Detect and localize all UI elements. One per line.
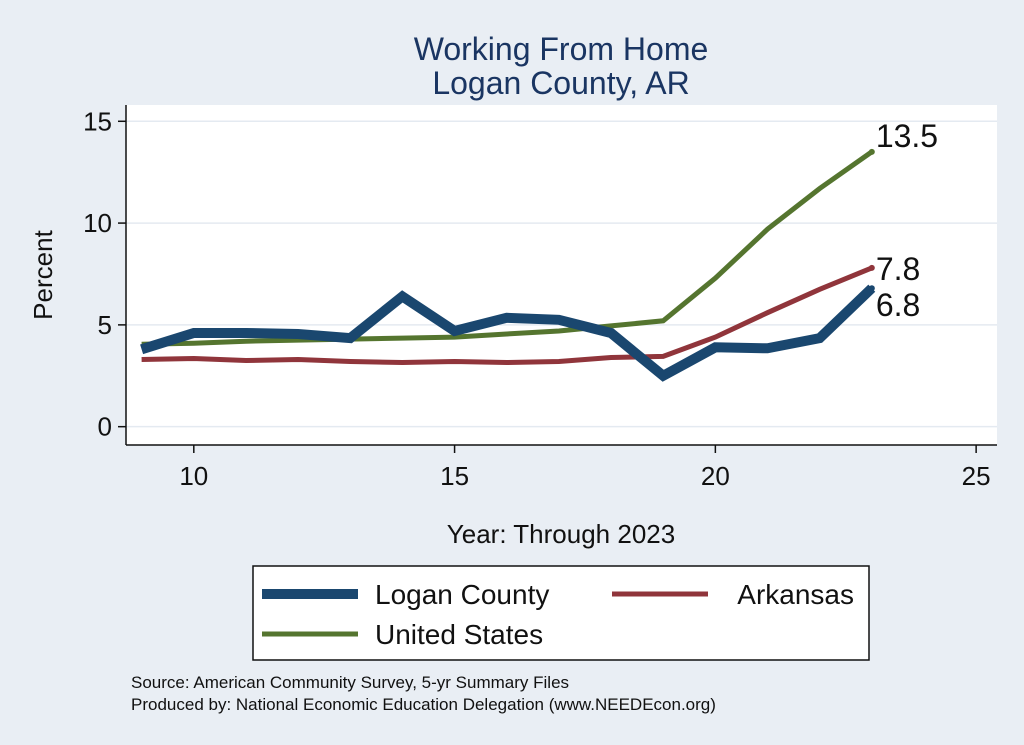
- x-axis-label: Year: Through 2023: [447, 519, 675, 549]
- legend-items: Logan County Arkansas United States: [262, 579, 854, 650]
- end-label-united-states: 13.5: [876, 118, 938, 154]
- source-line-2: Produced by: National Economic Education…: [131, 695, 716, 714]
- series-end-point: [868, 148, 875, 155]
- x-tick-label: 25: [962, 461, 991, 491]
- series-line-united-states: [141, 149, 874, 347]
- series-end-point: [868, 285, 875, 292]
- end-labels: 6.87.8 13.5: [876, 118, 938, 323]
- end-label-logan-county: 6.8: [876, 287, 920, 323]
- axes: [125, 105, 997, 446]
- y-axis-label: Percent: [28, 229, 58, 319]
- x-tick-label: 10: [179, 461, 208, 491]
- legend-box: [252, 565, 870, 661]
- chart-subtitle: Logan County, AR: [432, 65, 689, 101]
- gridlines: [126, 120, 997, 428]
- y-tick-label: 15: [83, 106, 112, 136]
- source-line-1: Source: American Community Survey, 5-yr …: [131, 673, 569, 692]
- legend-label: Arkansas: [737, 579, 854, 610]
- series-end-point: [868, 264, 875, 271]
- y-tick-label: 5: [98, 310, 112, 340]
- y-tick-label: 0: [98, 412, 112, 442]
- legend-label: Logan County: [375, 579, 549, 610]
- series-lines: [140, 148, 876, 382]
- x-tick-label: 15: [440, 461, 469, 491]
- series-line-logan-county: [140, 284, 876, 382]
- x-axis-ticks: 10 15 20 25: [179, 445, 991, 491]
- legend-label: United States: [375, 619, 543, 650]
- x-tick-label: 20: [701, 461, 730, 491]
- legend: Logan County Arkansas United States: [252, 565, 870, 661]
- series-line-arkansas: [141, 265, 873, 366]
- end-label-arkansas: 7.8: [876, 251, 920, 287]
- y-tick-label: 10: [83, 208, 112, 238]
- chart-title: Working From Home: [414, 31, 709, 67]
- y-axis-ticks: 0 5 10 15: [83, 106, 126, 442]
